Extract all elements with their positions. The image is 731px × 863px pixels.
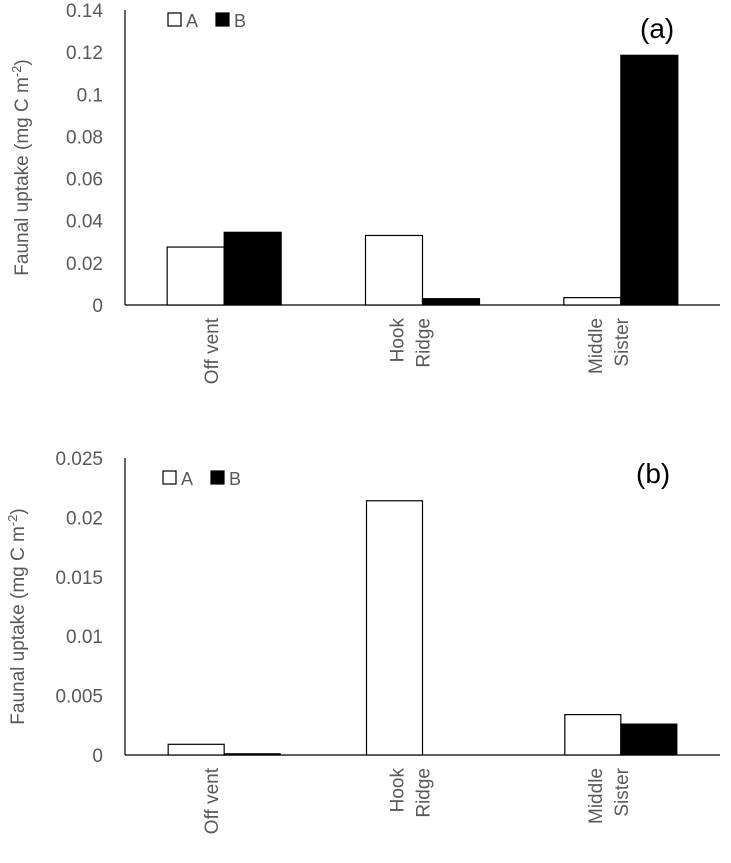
category-label: Hook: [388, 768, 409, 813]
category-label: Ridge: [414, 318, 435, 368]
category-label: Sister: [612, 317, 633, 366]
y-tick-label: 0: [92, 296, 103, 317]
y-tick-label: 0.02: [66, 254, 103, 275]
y-tick-label: 0: [92, 746, 103, 767]
legend-label-a: A: [186, 11, 198, 31]
category-label: Middle: [586, 768, 607, 824]
bar-b: [620, 54, 679, 306]
bar-a: [564, 714, 622, 756]
y-tick-label: 0.015: [55, 568, 103, 589]
y-tick-label: 0.025: [55, 449, 103, 470]
y-tick-label: 0.005: [55, 687, 103, 708]
panel-label: (b): [636, 458, 670, 489]
bar-b: [421, 298, 481, 306]
category-label: Off vent: [202, 767, 223, 834]
bar-a: [166, 246, 225, 306]
bar-b: [223, 231, 282, 306]
category-label: Sister: [612, 767, 633, 816]
bar-a: [364, 234, 424, 306]
y-tick-label: 0.12: [66, 43, 103, 64]
category-label: Hook: [388, 318, 409, 363]
y-tick-label: 0.01: [66, 627, 103, 648]
legend-swatch-b: [215, 12, 230, 27]
legend-label-a: A: [181, 469, 193, 489]
y-axis-title: Faunal uptake (mg C m-2): [5, 508, 29, 724]
category-label: Ridge: [414, 768, 435, 818]
legend-swatch-a: [167, 12, 182, 27]
category-label: Off vent: [202, 317, 223, 384]
bar-b: [223, 753, 281, 756]
y-tick-label: 0.06: [66, 170, 103, 191]
y-tick-label: 0.04: [66, 212, 103, 233]
panel-label: (a): [640, 13, 674, 44]
legend-swatch-a: [162, 470, 177, 485]
y-tick-label: 0.14: [66, 1, 103, 22]
bar-b: [620, 723, 678, 756]
category-label: Middle: [586, 318, 607, 374]
y-tick-label: 0.1: [77, 85, 103, 106]
y-tick-label: 0.08: [66, 127, 103, 148]
bar-a: [563, 297, 622, 306]
chart-panel-a: 0 0.02 0.04 0.06 0.08 0.1 0.12 0.14 Faunal uptak…: [9, 1, 720, 384]
bar-a: [365, 500, 424, 756]
legend-label-b: B: [234, 11, 246, 31]
chart-panel-b: 0 0.005 0.01 0.015 0.02 0.025 Faunal uptake (m…: [5, 449, 720, 834]
y-tick-label: 0.02: [66, 508, 103, 529]
legend-label-b: B: [229, 469, 241, 489]
bar-a: [167, 743, 225, 756]
legend-swatch-b: [210, 470, 225, 485]
y-axis-title: Faunal uptake (mg C m-2): [9, 59, 33, 275]
